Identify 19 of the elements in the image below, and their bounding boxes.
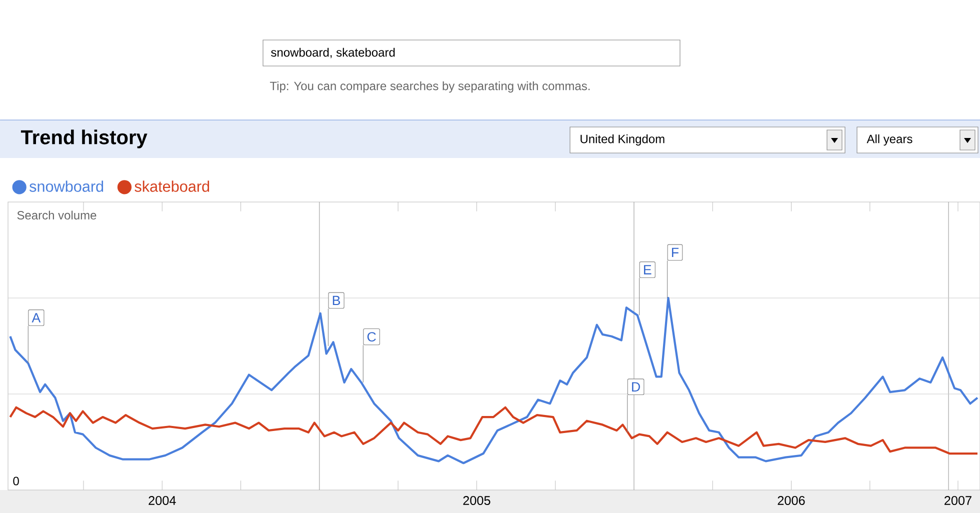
annotation: A: [32, 313, 41, 322]
x-tick-label: 2005: [463, 496, 490, 505]
annotation: F: [672, 248, 679, 258]
x-tick-label: 2006: [778, 496, 805, 505]
legend-label: skateboard: [134, 180, 210, 192]
text: snowboard, skateboard: [271, 48, 395, 58]
annotation: B: [332, 296, 340, 306]
annotation: C: [367, 332, 376, 342]
annotation: D: [632, 382, 640, 392]
text: All years: [866, 134, 912, 146]
x-tick-label: 2004: [148, 496, 176, 505]
text: United Kingdom: [580, 134, 664, 146]
text: Tip: You can compare searches by separating with commas.: [270, 81, 590, 93]
annotation: 0: [13, 476, 19, 486]
annotation: E: [644, 265, 652, 274]
legend-label: snowboard: [30, 180, 104, 192]
chart-title: Trend history: [20, 130, 148, 148]
text: Search volume: [17, 210, 96, 220]
x-tick-label: 2007: [944, 496, 972, 505]
